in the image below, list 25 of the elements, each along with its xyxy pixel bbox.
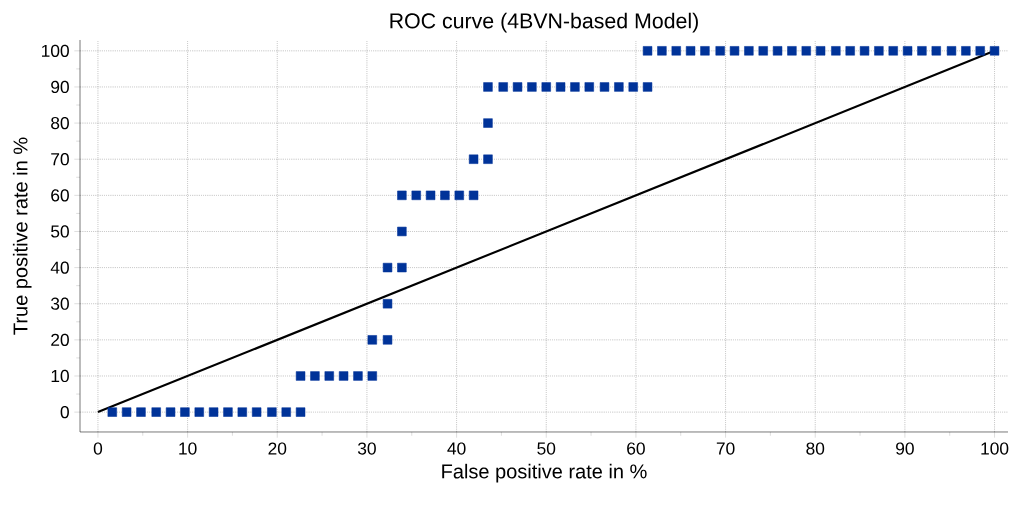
x-tick-label: 80 (806, 442, 825, 455)
x-tick-label: 20 (268, 442, 287, 455)
x-tick-label: 90 (896, 442, 914, 455)
x-tick-label: 30 (357, 442, 376, 455)
y-tick-label: 20 (51, 333, 69, 346)
chart-title: ROC curve (4BVN-based Model) (390, 12, 698, 33)
x-tick-label: 50 (537, 442, 556, 455)
y-tick-label: 60 (51, 189, 69, 202)
x-tick-label: 40 (447, 442, 466, 455)
x-tick-label: 100 (981, 442, 1009, 455)
y-tick-label: 80 (51, 116, 69, 130)
x-axis-title: False positive rate in % (442, 463, 647, 483)
x-tick-label: 70 (716, 442, 735, 455)
y-tick-label: 90 (51, 80, 69, 94)
y-tick-label: 70 (51, 153, 69, 166)
y-tick-label: 0 (60, 405, 69, 419)
x-tick-label: 10 (179, 442, 197, 455)
y-tick-label: 40 (50, 261, 69, 274)
y-tick-label: 50 (51, 225, 69, 238)
y-tick-label: 30 (51, 297, 69, 310)
x-tick-label: 60 (627, 442, 645, 455)
y-axis-title: True positive rate in % (12, 137, 32, 335)
x-tick-label: 0 (93, 442, 103, 455)
y-tick-label: 100 (42, 44, 69, 57)
y-tick-label: 10 (51, 369, 69, 383)
